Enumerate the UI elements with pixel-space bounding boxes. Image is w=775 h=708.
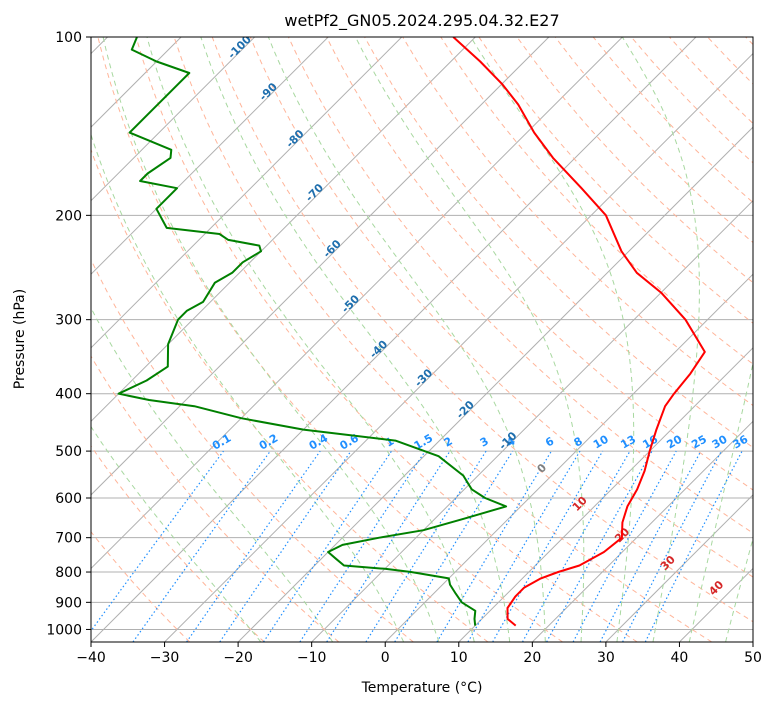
mixing-ratio-line	[219, 450, 352, 642]
x-axis: −40 −30 −20 −10 0 10 20 30 40 50	[76, 642, 762, 666]
isotherm-line	[91, 37, 256, 202]
x-tick-label: −30	[150, 650, 180, 666]
isotherm-line	[384, 273, 753, 642]
y-tick-label: 1000	[46, 622, 82, 638]
y-tick-label: 100	[55, 30, 82, 46]
dry-adiabat-line	[173, 37, 713, 642]
mixing-ratio-line	[326, 450, 451, 642]
series-layer	[117, 37, 706, 627]
x-tick-label: −40	[76, 650, 106, 666]
dry-adiabat-line	[135, 37, 638, 642]
dry-adiabat-line	[91, 148, 489, 642]
mixing-ratio-line	[132, 450, 271, 642]
mixing-ratio-line	[644, 450, 743, 642]
y-tick-label: 400	[55, 387, 82, 403]
x-tick-label: 40	[671, 650, 689, 666]
temperature-profile-line	[452, 37, 706, 627]
dewpoint-profile-line	[117, 37, 508, 626]
y-axis-title: Pressure (hPa)	[12, 289, 28, 389]
moist-adiabat-line	[91, 133, 405, 642]
y-tick-label: 900	[55, 595, 82, 611]
mixing-ratio-layer	[91, 450, 743, 642]
y-tick-label: 700	[55, 531, 82, 547]
y-tick-label: 800	[55, 565, 82, 581]
isotherm-line	[91, 37, 329, 275]
dry-adiabat-line	[91, 355, 340, 642]
dry-adiabat-line	[287, 37, 753, 534]
dry-adiabat-line	[91, 258, 414, 642]
y-tick-label: 600	[55, 491, 82, 507]
moist-adiabat-line	[146, 37, 475, 642]
adiabat-layer	[91, 37, 753, 642]
moist-adiabat-line	[621, 37, 700, 642]
dry-adiabat-line	[91, 531, 191, 642]
mixing-ratio-line	[394, 450, 514, 642]
isotherm-line	[164, 52, 753, 642]
dry-adiabat-line	[97, 37, 563, 642]
dry-adiabat-line	[91, 445, 265, 642]
mixing-ratio-line	[572, 450, 677, 642]
isotherm-line	[91, 37, 697, 642]
dry-adiabat-line	[516, 37, 753, 284]
mixing-ratio-line	[262, 450, 392, 642]
mixing-ratio-line	[521, 450, 631, 642]
x-tick-label: −20	[223, 650, 253, 666]
isotherm-line	[237, 126, 753, 642]
plot-area: 0.1 0.2 0.4 0.6 1 1.5 2 3 4 6 8 10 13 16 20 25 30 36-100-…	[91, 37, 753, 642]
x-tick-label: 0	[381, 650, 390, 666]
x-tick-label: 10	[450, 650, 468, 666]
moist-adiabat-line	[102, 37, 440, 642]
plot-frame	[90, 36, 754, 643]
isotherm-line	[91, 37, 403, 349]
x-tick-label: −10	[297, 650, 327, 666]
isotherm-line	[91, 37, 550, 496]
y-tick-label: 200	[55, 208, 82, 224]
x-axis-title: Temperature (°C)	[361, 680, 483, 696]
dry-adiabat-line	[211, 37, 753, 623]
x-tick-label: 50	[744, 650, 762, 666]
chart-title: wetPf2_GN05.2024.295.04.32.E27	[284, 11, 559, 31]
dry-adiabat-line	[402, 37, 753, 407]
moist-adiabat-line	[355, 37, 585, 642]
isotherm-line	[458, 347, 753, 642]
mixing-ratio-line	[299, 450, 426, 642]
isotherm-line	[531, 420, 753, 642]
dry-adiabat-line	[249, 37, 753, 578]
y-tick-label: 500	[55, 444, 82, 460]
x-tick-label: 20	[523, 650, 541, 666]
moist-adiabat-line	[91, 425, 262, 642]
isotherm-line	[605, 494, 753, 642]
isotherm-line	[91, 37, 476, 423]
mixing-ratio-line	[91, 450, 224, 632]
moist-adiabat-line	[267, 37, 546, 642]
grid-layer	[91, 37, 753, 642]
y-tick-label: 300	[55, 313, 82, 329]
mixing-ratio-line	[546, 450, 653, 642]
isotherm-line	[91, 37, 623, 570]
mixing-ratio-line	[186, 450, 321, 642]
y-axis: 100 200 300 400 500 600 700 800 900 1000	[46, 30, 91, 638]
dry-adiabat-line	[440, 37, 753, 365]
x-tick-label: 30	[597, 650, 615, 666]
